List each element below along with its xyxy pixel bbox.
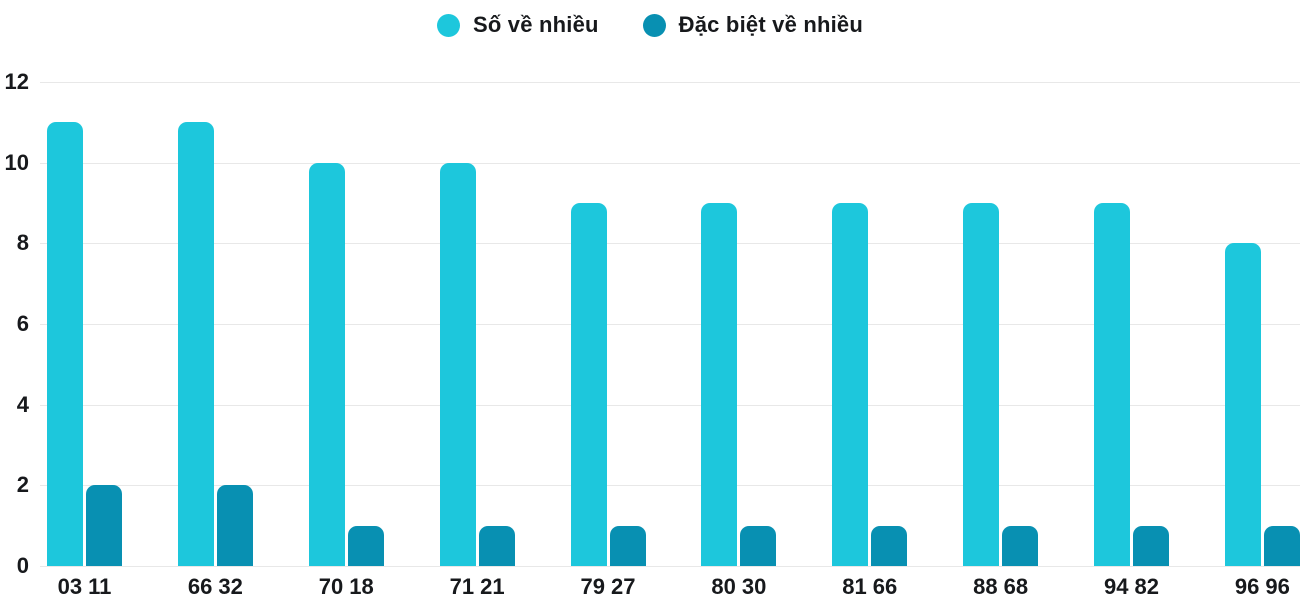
bar-groups: 03 11 66 32 70 18 71 21 79 27 80 30 81 66 88 68… [40, 82, 1300, 599]
bar-series1-03-11 [47, 122, 83, 566]
y-tick-label-8: 8 [16, 230, 29, 256]
gridline-8 [40, 243, 1300, 245]
x-tick-label-79-27: 79 27 [580, 574, 636, 599]
legend-item-series2[interactable]: Đặc biệt về nhiều [642, 12, 863, 38]
bar-group-79-27: 79 27 [570, 82, 646, 599]
x-tick-label-70-18: 70 18 [318, 574, 374, 599]
y-tick-label-4: 4 [16, 391, 29, 417]
y-tick-label-12: 12 [4, 69, 29, 94]
bar-group-96-96: 96 96 [1224, 82, 1300, 599]
bar-series1-79-27 [570, 203, 607, 566]
x-tick-label-88-68: 88 68 [973, 574, 1029, 599]
x-tick-label-03-11: 03 11 [57, 574, 112, 599]
gridline-6 [40, 324, 1300, 325]
bar-group-81-66: 81 66 [832, 82, 908, 599]
bar-series1-81-66 [832, 203, 869, 566]
bar-series2-80-30 [740, 525, 777, 566]
bar-series2-71-21 [478, 525, 515, 566]
bar-group-70-18: 70 18 [308, 82, 384, 599]
gridline-0 [40, 566, 1300, 567]
y-tick-label-6: 6 [16, 311, 29, 336]
series2-swatch-icon [642, 13, 666, 37]
bar-series1-88-68 [963, 203, 1000, 566]
bar-group-66-32: 66 32 [177, 82, 253, 599]
bar-group-88-68: 88 68 [963, 82, 1039, 599]
bar-series2-88-68 [1002, 525, 1039, 566]
bar-series1-66-32 [177, 122, 214, 566]
bar-series1-71-21 [439, 162, 476, 566]
chart-legend: Số về nhiều Đặc biệt về nhiều [0, 12, 1300, 38]
bar-group-71-21: 71 21 [439, 82, 515, 599]
bar-series2-03-11 [86, 485, 122, 566]
bar-series2-79-27 [609, 525, 646, 566]
gridline-10 [40, 162, 1300, 164]
bar-group-03-11: 03 11 [47, 82, 122, 599]
bar-group-94-82: 94 82 [1094, 82, 1169, 599]
bar-series2-96-96 [1263, 525, 1300, 566]
y-tick-label-10: 10 [4, 149, 29, 175]
bar-series2-94-82 [1133, 525, 1169, 566]
gridline-2 [40, 485, 1300, 487]
x-tick-label-71-21: 71 21 [449, 574, 505, 599]
x-tick-label-80-30: 80 30 [711, 574, 767, 599]
bar-group-80-30: 80 30 [701, 82, 777, 599]
legend-item-series1[interactable]: Số về nhiều [436, 12, 599, 38]
legend-label-series2: Đặc biệt về nhiều [678, 12, 863, 37]
x-tick-label-66-32: 66 32 [187, 574, 243, 599]
x-tick-label-96-96: 96 96 [1234, 574, 1290, 599]
bar-series2-81-66 [871, 525, 908, 566]
bar-series2-70-18 [347, 525, 384, 566]
series1-swatch-icon [436, 13, 460, 37]
bar-series1-96-96 [1224, 243, 1261, 566]
x-tick-label-94-82: 94 82 [1103, 574, 1160, 599]
legend-label-series1: Số về nhiều [472, 12, 599, 37]
y-tick-label-2: 2 [16, 472, 29, 498]
gridline-4 [40, 404, 1300, 406]
bar-series1-94-82 [1094, 203, 1130, 566]
x-tick-label-81-66: 81 66 [842, 574, 898, 599]
plot-area: 03 11 66 32 70 18 71 21 79 27 80 30 81 66 88 68… [40, 82, 1300, 599]
gridline-12 [40, 82, 1300, 83]
y-tick-label-0: 0 [16, 553, 29, 578]
bar-series1-80-30 [701, 203, 738, 566]
bar-series1-70-18 [308, 162, 345, 566]
bar-series2-66-32 [216, 485, 253, 566]
